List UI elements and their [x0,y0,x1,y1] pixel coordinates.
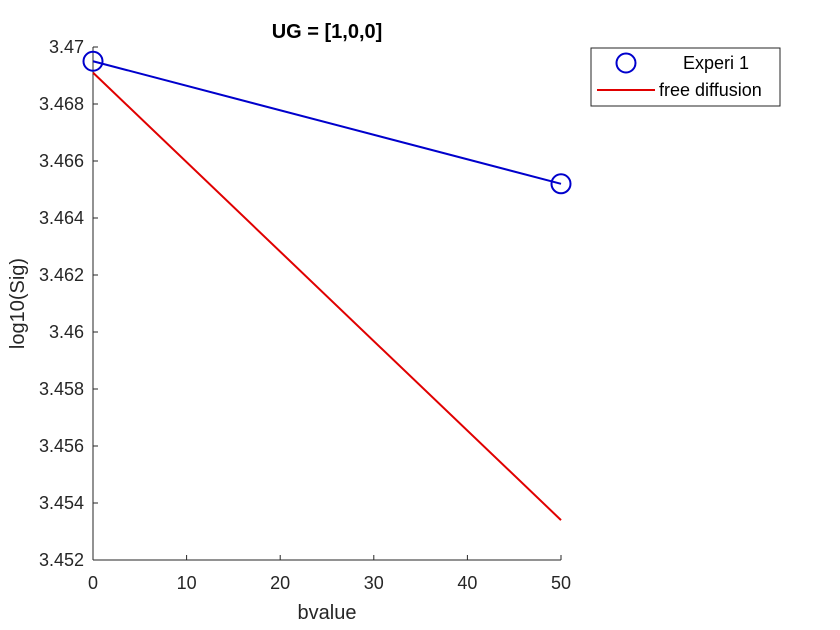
legend-label: Experi 1 [683,53,749,73]
x-tick-label: 40 [457,573,477,593]
y-tick-label: 3.47 [49,37,84,57]
x-tick-label: 50 [551,573,571,593]
y-axis-label: log10(Sig) [7,258,29,349]
y-ticks: 3.452 3.454 3.456 3.458 3.46 3.462 3.464 3.466 3… [39,37,98,570]
legend-box [590,47,781,107]
legend-marker-icon [615,52,637,74]
y-tick-label: 3.466 [39,151,84,171]
y-tick-label: 3.454 [39,493,84,513]
series-line-2 [92,71,562,521]
y-tick-label: 3.468 [39,94,84,114]
data-point-marker [82,50,104,72]
x-tick-label: 10 [177,573,197,593]
x-axis-label: bvalue [298,602,357,624]
x-tick-label: 0 [88,573,98,593]
y-tick-label: 3.452 [39,550,84,570]
y-tick-label: 3.458 [39,379,84,399]
y-tick-label: 3.464 [39,208,84,228]
x-tick-label: 20 [270,573,290,593]
plot-series [82,50,572,521]
y-tick-label: 3.46 [49,322,84,342]
axes: 0 10 20 30 40 50 3.452 3.454 3.456 3.458 3.46 3.46… [39,37,571,593]
series-line-1 [92,60,562,185]
legend: Experi 1 free diffusion [590,47,781,107]
x-ticks: 0 10 20 30 40 50 [88,555,571,593]
data-point-marker [550,173,572,195]
x-tick-label: 30 [364,573,384,593]
y-tick-label: 3.456 [39,436,84,456]
chart-title: UG = [1,0,0] [272,21,383,43]
legend-label: free diffusion [659,80,762,100]
y-tick-label: 3.462 [39,265,84,285]
